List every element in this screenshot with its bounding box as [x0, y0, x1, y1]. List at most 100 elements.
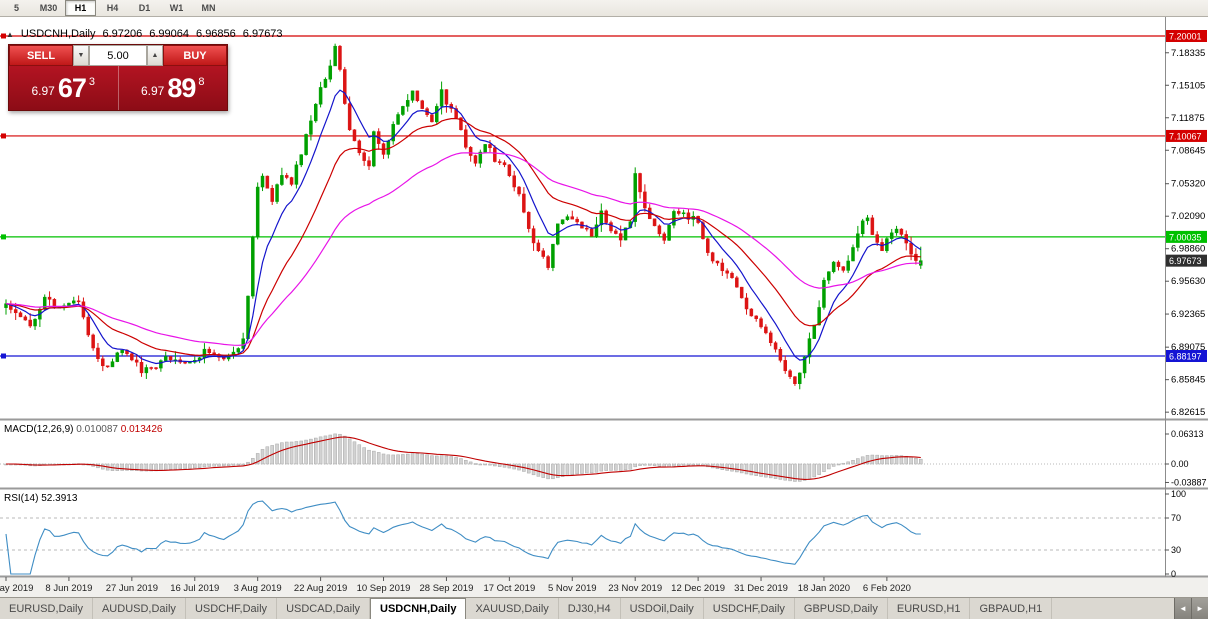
symbol-tab-USDOil-Daily[interactable]: USDOil,Daily	[621, 598, 704, 619]
macd-axis-label: 0.00	[1171, 459, 1189, 469]
svg-text:6.97673: 6.97673	[1169, 256, 1202, 266]
symbol-tab-USDCAD-Daily[interactable]: USDCAD,Daily	[277, 598, 371, 619]
one-click-trading-panel: SELL ▼ 5.00 ▲ BUY 6.97 67 3 6.97 89 8	[8, 44, 228, 111]
symbol-tab-bar: EURUSD,Daily AUDUSD,Daily USDCHF,Daily USDC…	[0, 597, 1208, 619]
timeframe-button-M30[interactable]: M30	[39, 3, 58, 13]
price-badge-6.88197: 6.88197	[1166, 349, 1207, 362]
timeframe-toolbar: 5 M30 H1 H4 D1 W1 MN	[0, 0, 1208, 17]
svg-text:6.85845: 6.85845	[1171, 375, 1205, 386]
timeframe-button-H4[interactable]: H4	[106, 3, 119, 13]
macd-axis-label: -0.03887	[1171, 477, 1207, 487]
ohlc-high: 6.99064	[149, 28, 190, 40]
timeframe-button-MN[interactable]: MN	[201, 3, 216, 13]
svg-text:7.15105: 7.15105	[1171, 80, 1205, 91]
price-badge-7.00035: 7.00035	[1166, 230, 1207, 243]
svg-text:5 Nov 2019: 5 Nov 2019	[548, 583, 597, 594]
chart-window: 7.18335 7.15105 7.11875 7.08645 7.05320 7.020…	[0, 17, 1208, 597]
svg-text:7.02090: 7.02090	[1171, 211, 1205, 222]
price-badge-7.10067: 7.10067	[1166, 129, 1207, 142]
symbol-tab-DJ30-H4[interactable]: DJ30,H4	[559, 598, 621, 619]
tab-scroll-left-icon[interactable]: ◄	[1174, 598, 1191, 619]
chart-symbol-label: USDCNH,Daily	[20, 28, 96, 40]
svg-text:7.11875: 7.11875	[1171, 113, 1205, 124]
svg-text:7.20001: 7.20001	[1169, 32, 1202, 42]
svg-text:7.18335: 7.18335	[1171, 48, 1205, 59]
sell-button[interactable]: SELL	[9, 45, 73, 66]
symbol-tab-XAUUSD-Daily[interactable]: XAUUSD,Daily	[466, 598, 559, 619]
timeframe-button-W1[interactable]: W1	[169, 3, 184, 13]
hline-handle	[1, 353, 6, 359]
buy-button[interactable]: BUY	[163, 45, 227, 66]
timeframe-button-D1[interactable]: D1	[138, 3, 151, 13]
svg-text:6.95630: 6.95630	[1171, 276, 1205, 287]
svg-text:10 Sep 2019: 10 Sep 2019	[357, 583, 411, 594]
buy-price[interactable]: 6.97 89 8	[119, 66, 228, 110]
buy-price-base: 6.97	[140, 84, 165, 98]
svg-text:18 Jan 2020: 18 Jan 2020	[798, 583, 850, 594]
timeframe-button-5[interactable]: 5	[13, 3, 19, 13]
horizontal-lines[interactable]	[0, 33, 1165, 359]
svg-text:6 Feb 2020: 6 Feb 2020	[863, 583, 911, 594]
hline-handle	[1, 234, 6, 240]
svg-text:12 Dec 2019: 12 Dec 2019	[671, 583, 725, 594]
rsi-title: RSI(14) 52.3913	[4, 493, 78, 504]
chart-title-bar: ▲ USDCNH,Daily 6.97206 6.99064 6.96856 6…	[6, 28, 283, 40]
symbol-tab-EURUSD-H1[interactable]: EURUSD,H1	[888, 598, 971, 619]
svg-text:16 Jul 2019: 16 Jul 2019	[170, 583, 219, 594]
moving-average-21	[5, 117, 921, 357]
svg-text:7.05320: 7.05320	[1171, 179, 1205, 190]
volume-increase-button[interactable]: ▲	[147, 45, 163, 66]
symbol-tab-USDCNH-Daily[interactable]: USDCNH,Daily	[370, 598, 467, 619]
ohlc-close: 6.97673	[242, 28, 283, 40]
trade-controls-row: SELL ▼ 5.00 ▲ BUY	[9, 45, 227, 66]
svg-text:6.88197: 6.88197	[1169, 351, 1202, 361]
svg-text:22 Aug 2019: 22 Aug 2019	[294, 583, 347, 594]
rsi-axis-label: 30	[1171, 545, 1181, 555]
symbol-tab-USDCHF-Daily[interactable]: USDCHF,Daily	[186, 598, 278, 619]
sell-price-big: 67	[57, 72, 87, 103]
svg-text:31 Dec 2019: 31 Dec 2019	[734, 583, 788, 594]
symbol-tab-AUDUSD-Daily[interactable]: AUDUSD,Daily	[93, 598, 186, 619]
svg-text:28 Sep 2019: 28 Sep 2019	[419, 583, 473, 594]
volume-decrease-button[interactable]: ▼	[73, 45, 89, 66]
sell-price[interactable]: 6.97 67 3	[9, 66, 119, 110]
svg-text:21 May 2019: 21 May 2019	[0, 583, 33, 594]
tab-scroll-arrows: ◄ ►	[1174, 598, 1208, 619]
hline-handle	[1, 33, 6, 39]
svg-text:6.82615: 6.82615	[1171, 407, 1205, 418]
timeframe-button-H1[interactable]: H1	[65, 0, 96, 16]
rsi-axis-label: 70	[1171, 513, 1181, 523]
macd-title: MACD(12,26,9) 0.010087 0.013426	[4, 424, 163, 435]
symbol-tab-GBPAUD-H1[interactable]: GBPAUD,H1	[970, 598, 1053, 619]
date-axis-strip	[0, 577, 1208, 597]
svg-text:27 Jun 2019: 27 Jun 2019	[106, 583, 158, 594]
sell-price-base: 6.97	[31, 84, 55, 98]
symbol-tab-USDCHF-Daily[interactable]: USDCHF,Daily	[704, 598, 795, 619]
current-price-badge: 6.97673	[1166, 254, 1207, 267]
ohlc-low: 6.96856	[196, 28, 236, 40]
svg-text:7.10067: 7.10067	[1169, 131, 1202, 141]
volume-input[interactable]: 5.00	[89, 45, 147, 66]
svg-text:6.92365: 6.92365	[1171, 309, 1205, 320]
svg-text:17 Oct 2019: 17 Oct 2019	[483, 583, 535, 594]
symbol-tab-GBPUSD-Daily[interactable]: GBPUSD,Daily	[795, 598, 888, 619]
macd-axis-label: 0.06313	[1171, 429, 1204, 439]
macd-signal-line	[6, 436, 921, 480]
buy-price-pip: 8	[198, 76, 205, 88]
symbol-tab-EURUSD-Daily[interactable]: EURUSD,Daily	[0, 598, 93, 619]
rsi-line	[5, 500, 921, 575]
svg-text:6.98860: 6.98860	[1171, 244, 1205, 255]
svg-text:6.89075: 6.89075	[1171, 342, 1205, 353]
svg-text:7.00035: 7.00035	[1169, 232, 1202, 242]
price-axis[interactable]: 7.18335 7.15105 7.11875 7.08645 7.05320 7.020…	[1165, 48, 1205, 418]
sell-price-pip: 3	[88, 76, 96, 88]
collapse-chart-icon[interactable]: ▲	[6, 29, 14, 39]
moving-average-45	[5, 152, 921, 346]
date-axis[interactable]: 21 May 2019 8 Jun 2019 27 Jun 2019 16 Jul 2…	[0, 577, 911, 594]
rsi-axis-label: 0	[1171, 569, 1176, 579]
chart-canvas[interactable]: 7.18335 7.15105 7.11875 7.08645 7.05320 7.020…	[0, 17, 1208, 597]
svg-text:23 Nov 2019: 23 Nov 2019	[608, 583, 662, 594]
tab-scroll-right-icon[interactable]: ►	[1191, 598, 1208, 619]
svg-text:3 Aug 2019: 3 Aug 2019	[234, 583, 282, 594]
price-badge-7.20001: 7.20001	[1166, 30, 1207, 42]
